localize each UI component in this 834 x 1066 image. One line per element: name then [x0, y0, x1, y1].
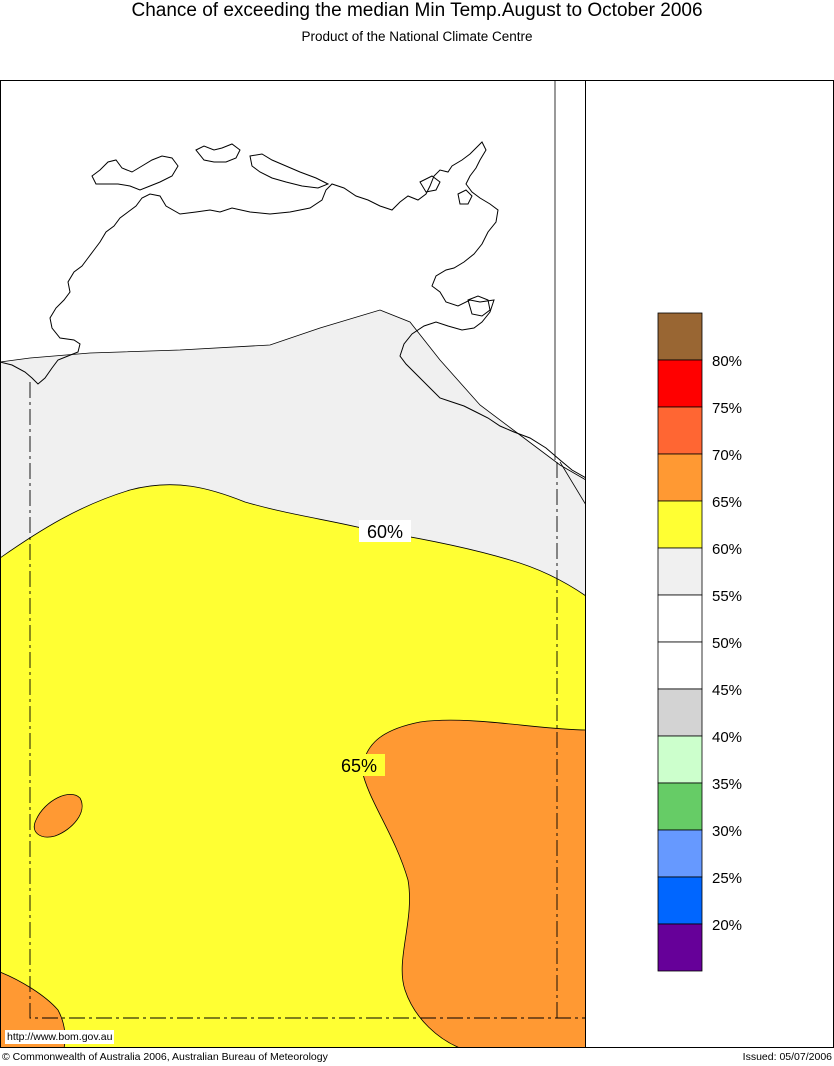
legend-label: 25%: [712, 870, 742, 887]
coastline: [1, 141, 586, 479]
legend-swatch: [657, 500, 703, 549]
legend-label: 50%: [712, 635, 742, 652]
region-boundary: [29, 382, 586, 1019]
legend-label: 45%: [712, 682, 742, 699]
legend-swatch: [657, 547, 703, 596]
legend-swatch: [657, 923, 703, 972]
legend-swatch: [657, 406, 703, 455]
legend-swatch: [657, 641, 703, 690]
legend-label: 35%: [712, 776, 742, 793]
legend-label: 65%: [712, 494, 742, 511]
map-grid-line: [559, 461, 586, 506]
legend-swatch: [657, 688, 703, 737]
zone-65-70-southwest: [1, 971, 66, 1047]
legend-label: 60%: [712, 541, 742, 558]
coastline-north-detail: [91, 143, 491, 317]
legend-label: 75%: [712, 400, 742, 417]
legend-label: 55%: [712, 588, 742, 605]
contour-label-bg: [333, 754, 385, 776]
legend-label: 40%: [712, 729, 742, 746]
legend-label: 80%: [712, 353, 742, 370]
legend-swatch: [657, 312, 703, 361]
legend-swatch: [657, 782, 703, 831]
contour-label-65: 65%: [341, 756, 377, 776]
legend-swatch: [657, 359, 703, 408]
issued-date: Issued: 05/07/2006: [742, 1051, 832, 1063]
legend: 80% 75% 70% 65% 60% 55% 50% 45% 40% 35% 30% 25% 20%: [657, 312, 742, 972]
copyright-text: © Commonwealth of Australia 2006, Austra…: [2, 1051, 328, 1063]
website-url: http://www.bom.gov.au: [5, 1030, 115, 1044]
map-title: Chance of exceeding the median Min Temp.…: [131, 0, 703, 21]
contour-label-60: 60%: [367, 522, 403, 542]
legend-swatch: [657, 453, 703, 502]
legend-swatch: [657, 594, 703, 643]
legend-swatch: [657, 876, 703, 925]
legend-label: 70%: [712, 447, 742, 464]
map-subtitle: Product of the National Climate Centre: [301, 29, 533, 44]
legend-swatch: [657, 735, 703, 784]
legend-swatch: [657, 829, 703, 878]
zone-65-70-east: [361, 719, 586, 1047]
contour-label-bg: [359, 520, 411, 542]
zone-65-70-small: [33, 794, 83, 838]
map-area: [1, 80, 586, 1047]
map-frame: 60% 65% 80% 75% 70% 65% 60% 55% 50% 45% 40% 35% 30…: [0, 80, 834, 1048]
legend-label: 20%: [712, 917, 742, 934]
legend-label: 30%: [712, 823, 742, 840]
